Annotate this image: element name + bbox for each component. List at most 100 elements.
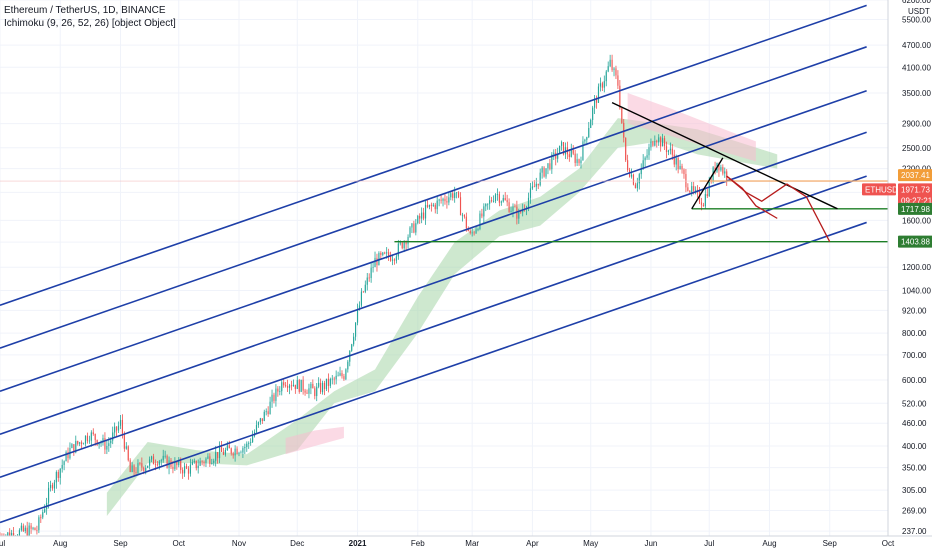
candle-216 xyxy=(419,213,421,224)
candle-287 xyxy=(557,147,559,163)
candle-102 xyxy=(197,459,199,474)
candle-body xyxy=(20,525,22,531)
price-tick-19: 400.00 xyxy=(902,442,927,451)
candle-body xyxy=(337,375,339,377)
candle-body xyxy=(106,445,108,450)
candle-244 xyxy=(473,230,475,236)
candle-297 xyxy=(576,153,578,166)
candle-276 xyxy=(535,177,537,192)
candle-body xyxy=(619,85,621,109)
candle-body xyxy=(172,466,174,470)
candle-19 xyxy=(36,525,38,535)
candle-285 xyxy=(553,149,555,161)
label-symbol: ETHUSDT xyxy=(862,183,903,196)
candle-body xyxy=(71,444,73,448)
candle-body xyxy=(539,172,541,186)
candle-154 xyxy=(298,378,300,394)
label-support-2-bg xyxy=(898,235,932,248)
candle-body xyxy=(73,444,75,453)
candle-body xyxy=(263,411,265,421)
candle-body xyxy=(401,242,403,249)
channel-line-5 xyxy=(0,4,867,306)
candle-body xyxy=(415,223,417,233)
candle-body xyxy=(665,146,668,153)
candle-body xyxy=(49,484,52,488)
candle-body xyxy=(667,150,670,153)
candle-body xyxy=(269,401,271,415)
indicator-title[interactable]: Ichimoku (9, 26, 52, 26) [object Object] xyxy=(4,18,176,29)
candle-body xyxy=(149,459,151,466)
candle-144 xyxy=(279,386,281,396)
candle-340 xyxy=(660,136,662,152)
candle-body xyxy=(658,137,660,143)
candle-326 xyxy=(632,173,635,186)
candle-142 xyxy=(275,384,277,407)
candle-171 xyxy=(331,375,333,385)
candle-body xyxy=(527,197,530,208)
candle-body xyxy=(576,159,578,163)
cloud-red xyxy=(627,93,756,162)
candle-163 xyxy=(316,382,318,402)
candle-173 xyxy=(335,370,337,385)
candle-body xyxy=(594,98,596,108)
candle-body xyxy=(18,530,21,537)
candle-180 xyxy=(349,350,351,367)
candle-157 xyxy=(304,388,306,396)
cloud-green xyxy=(106,118,778,517)
label-last-price-bg xyxy=(898,183,932,196)
candle-body xyxy=(638,174,640,184)
candle-body xyxy=(308,388,310,394)
candle-211 xyxy=(409,226,411,238)
candle-250 xyxy=(485,203,487,212)
candle-body xyxy=(187,468,190,474)
candle-body xyxy=(531,186,533,189)
candle-158 xyxy=(306,389,308,394)
price-tick-16: 600.00 xyxy=(902,376,927,385)
candle-205 xyxy=(397,239,399,260)
candle-body xyxy=(125,446,127,449)
candle-body xyxy=(250,442,252,443)
candle-body xyxy=(203,462,205,464)
price-tick-1: 5500.00 xyxy=(902,15,931,24)
candle-316 xyxy=(613,67,615,77)
candle-body xyxy=(700,202,703,205)
candle-328 xyxy=(636,177,638,192)
candle-34 xyxy=(65,450,67,462)
candle-289 xyxy=(560,140,563,151)
candle-body xyxy=(685,174,687,188)
price-axis[interactable]: 6200.00 5500.00 4700.00 4100.00 3500.00 2900.… xyxy=(887,0,932,550)
candle-body xyxy=(438,199,440,201)
candle-138 xyxy=(267,406,269,417)
candle-body xyxy=(333,378,335,380)
channel-line-4 xyxy=(0,46,867,349)
candle-190 xyxy=(368,273,370,282)
candle-277 xyxy=(537,183,539,190)
candle-body xyxy=(197,465,199,469)
label-symbol-text: ETHUSDT xyxy=(865,185,903,194)
candle-40 xyxy=(77,440,79,446)
symbol-title[interactable]: Ethereum / TetherUS, 1D, BINANCE xyxy=(4,5,166,16)
candle-343 xyxy=(665,141,668,159)
candle-195 xyxy=(378,251,380,266)
candle-232 xyxy=(450,191,452,201)
candle-304 xyxy=(590,118,592,129)
candle-body xyxy=(271,394,273,402)
candle-body xyxy=(695,189,697,191)
candle-body xyxy=(79,442,81,444)
candle-338 xyxy=(656,139,658,148)
candle-body xyxy=(636,183,638,189)
candle-33 xyxy=(63,460,65,471)
time-axis[interactable]: Jul Aug Sep Oct Nov Dec 2021 Feb Mar Apr May Jun Jul… xyxy=(0,535,932,550)
candle-105 xyxy=(203,460,205,467)
candle-body xyxy=(529,188,532,198)
candle-body xyxy=(374,257,376,268)
candle-body xyxy=(189,464,192,474)
candle-body xyxy=(601,83,603,88)
candle-279 xyxy=(541,166,543,179)
candle-body xyxy=(388,252,390,257)
candle-body xyxy=(504,198,506,201)
candle-body xyxy=(403,241,405,249)
candle-175 xyxy=(339,366,341,377)
channel-line-0 xyxy=(0,221,867,524)
